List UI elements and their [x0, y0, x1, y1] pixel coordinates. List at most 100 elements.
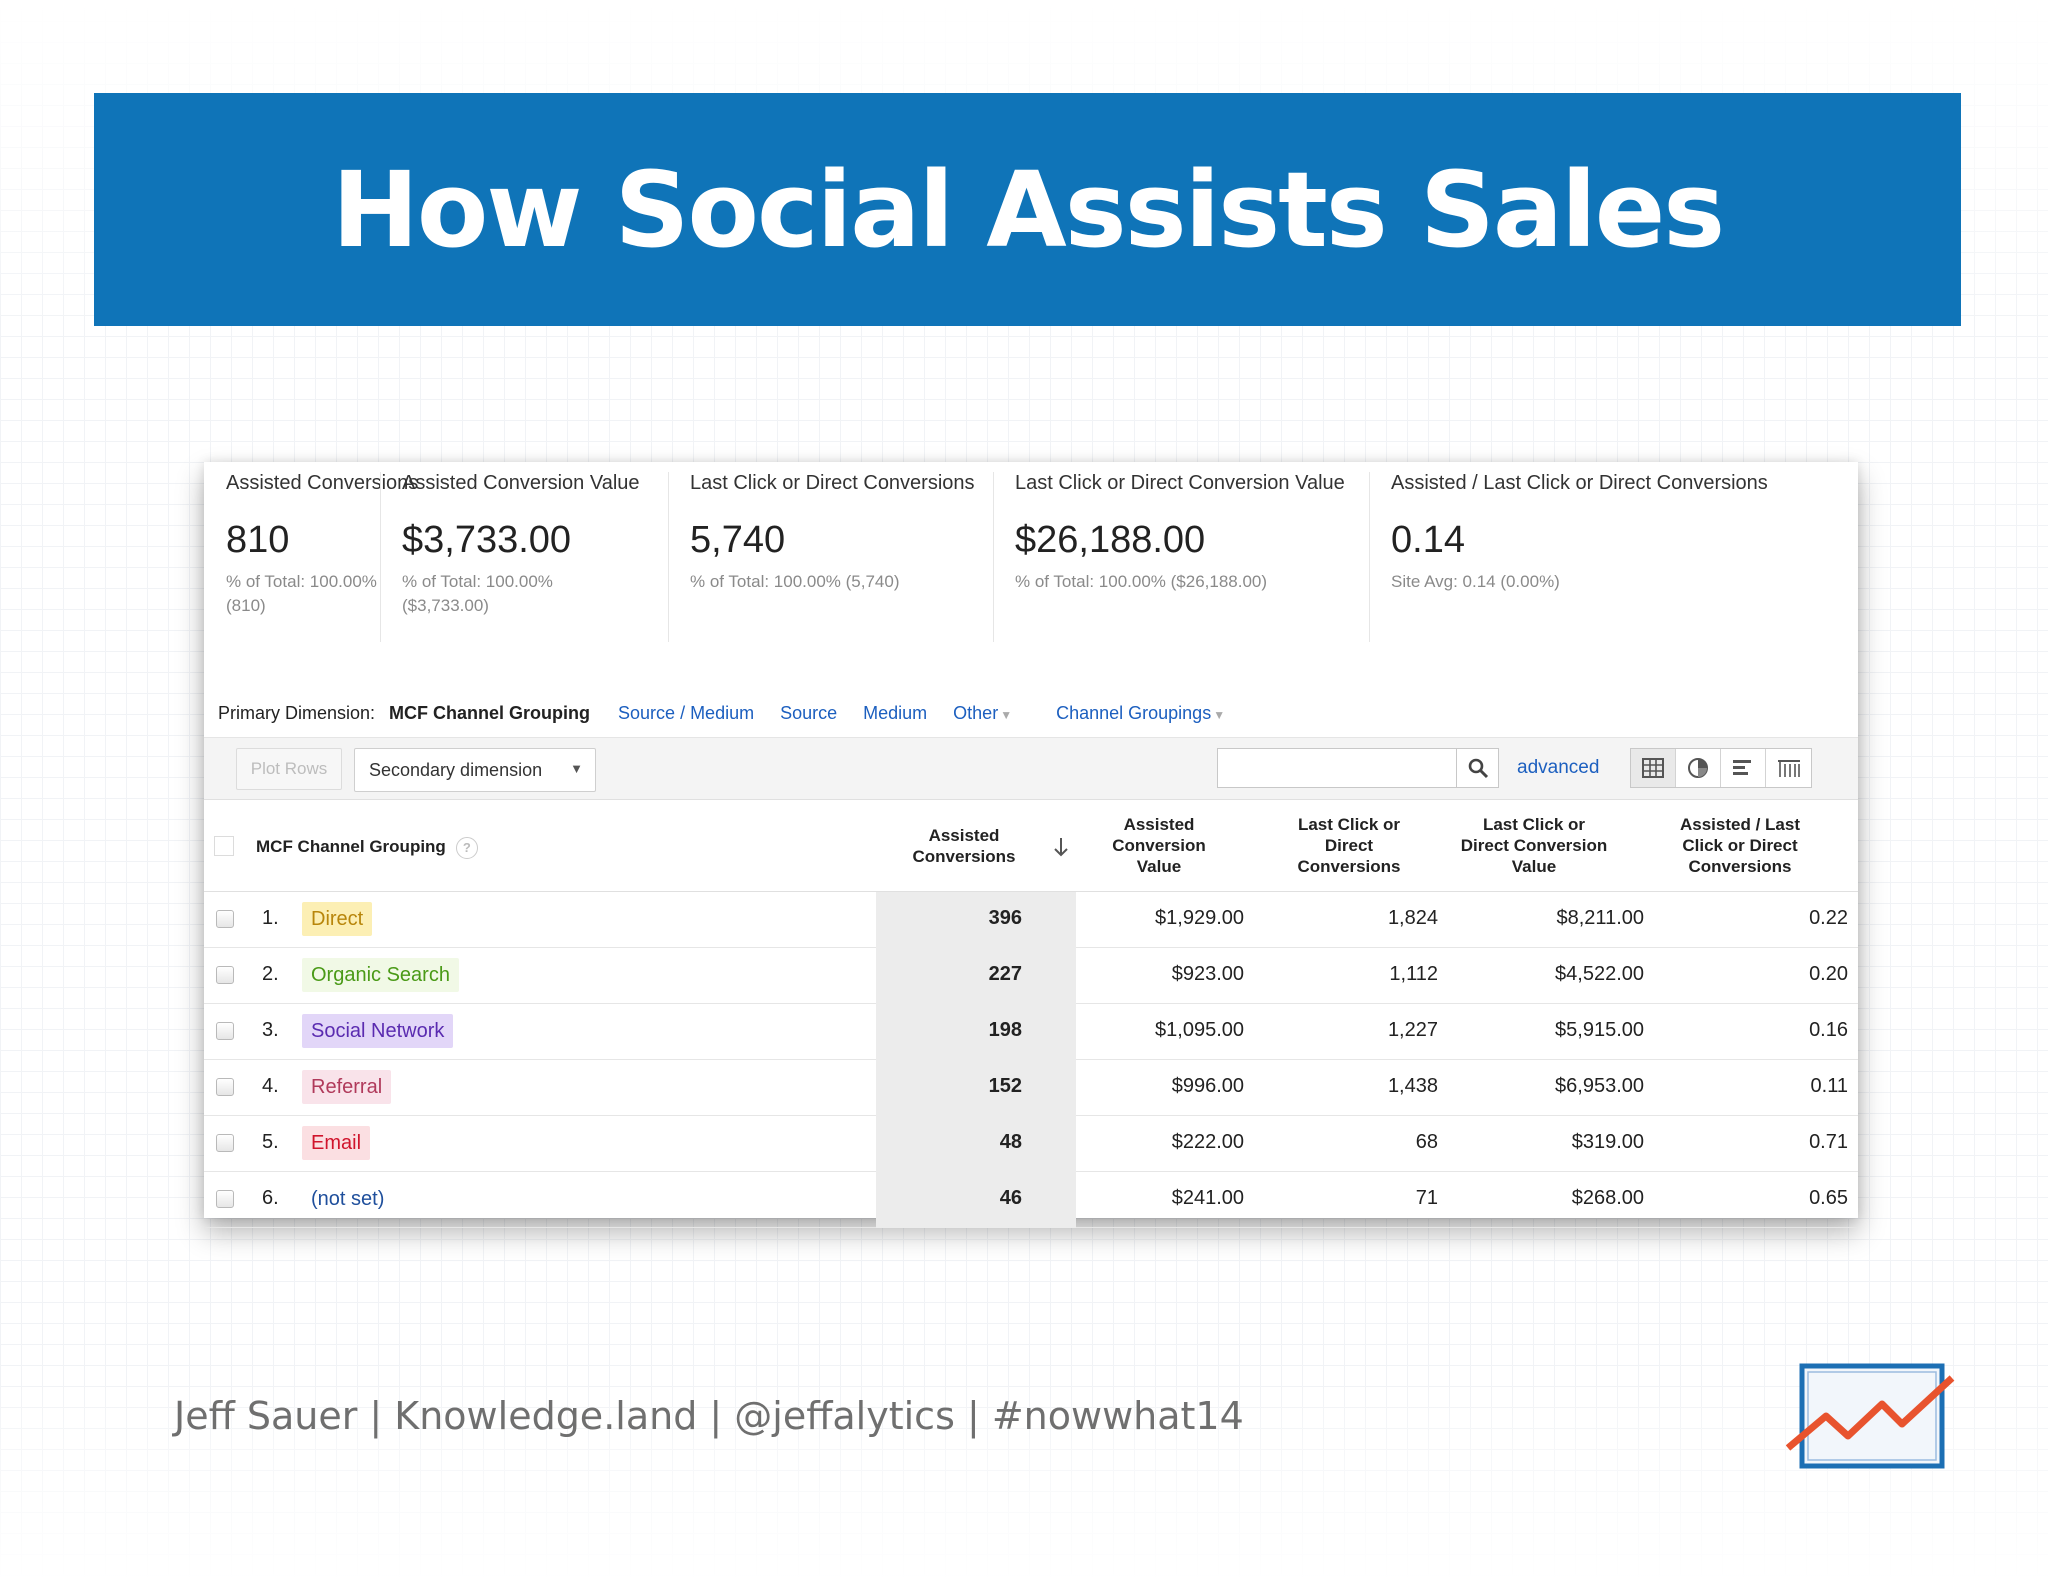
sorted-column-highlight [876, 1172, 1076, 1228]
scorecard-subtext: % of Total: 100.00% (810) [226, 572, 377, 615]
table-row[interactable]: 2. Organic Search 227 $923.00 1,112 $4,522.00… [204, 948, 1858, 1004]
col-header-last-click-conversion-value[interactable]: Last Click or Direct Conversion Value [1444, 814, 1624, 877]
scorecard-last-click-conversion-value[interactable]: Last Click or Direct Conversion Value $2… [993, 462, 1369, 650]
secondary-dimension-label: Secondary dimension [369, 759, 543, 780]
pie-view-icon [1688, 758, 1708, 778]
cell-assisted-conversion-value: $241.00 [1171, 1187, 1244, 1209]
scorecard: Assisted Conversions 810 % of Total: 100… [204, 462, 1858, 650]
cell-assisted-ratio: 0.20 [1809, 963, 1848, 985]
scorecard-last-click-conversions[interactable]: Last Click or Direct Conversions 5,740 %… [668, 462, 993, 650]
view-toggle-group [1630, 748, 1812, 788]
cell-last-click-conversions: 68 [1415, 1131, 1438, 1153]
col-header-assisted-conversion-value[interactable]: Assisted Conversion Value [1084, 814, 1234, 877]
channel-link[interactable]: Organic Search [302, 958, 459, 992]
sorted-column-highlight [876, 1004, 1076, 1060]
cell-last-click-conversion-value: $6,953.00 [1555, 1075, 1644, 1097]
cell-last-click-conversion-value: $319.00 [1571, 1131, 1644, 1153]
sorted-column-highlight [876, 1060, 1076, 1116]
secondary-dimension-dropdown[interactable]: Secondary dimension ▼ [354, 748, 596, 792]
col-header-line: Assisted / Last [1680, 815, 1800, 834]
col-header-channel-label: MCF Channel Grouping [256, 837, 446, 856]
cell-assisted-conversions: 152 [988, 1075, 1022, 1097]
cell-assisted-ratio: 0.65 [1809, 1187, 1848, 1209]
cell-last-click-conversions: 1,438 [1387, 1075, 1438, 1097]
cell-last-click-conversions: 1,227 [1387, 1019, 1438, 1041]
advanced-filter-link[interactable]: advanced [1517, 757, 1600, 778]
cell-assisted-ratio: 0.22 [1809, 907, 1848, 929]
col-header-assisted-conversions[interactable]: Assisted Conversions [894, 825, 1034, 867]
plot-rows-button[interactable]: Plot Rows [236, 748, 342, 790]
table-row[interactable]: 4. Referral 152 $996.00 1,438 $6,953.00 0.11 [204, 1060, 1858, 1116]
col-header-line: Last Click or [1297, 815, 1401, 834]
scorecard-value: $3,733.00 [402, 519, 572, 561]
scorecard-assisted-conversion-value[interactable]: Assisted Conversion Value $3,733.00 % of… [380, 462, 668, 650]
chart-logo-icon [1786, 1363, 1955, 1469]
channel-link[interactable]: Social Network [302, 1014, 454, 1048]
table-row[interactable]: 6. (not set) 46 $241.00 71 $268.00 0.65 [204, 1172, 1858, 1228]
channel-groupings-menu[interactable]: Channel Groupings ▼ [1056, 703, 1225, 724]
sorted-column-highlight [876, 1116, 1076, 1172]
pie-view-button[interactable] [1676, 749, 1721, 787]
col-header-line: Last Click or [1482, 815, 1586, 834]
table-filter-input[interactable] [1217, 748, 1457, 788]
row-checkbox[interactable] [216, 910, 234, 928]
row-checkbox[interactable] [216, 966, 234, 984]
table-view-icon [1642, 758, 1664, 778]
table-header: MCF Channel Grouping? Assisted Conversio… [204, 800, 1858, 892]
col-header-line: Conversion [1112, 836, 1206, 855]
channel-link[interactable]: Direct [302, 902, 373, 936]
cell-last-click-conversions: 1,824 [1387, 907, 1438, 929]
row-checkbox[interactable] [216, 1078, 234, 1096]
col-header-channel[interactable]: MCF Channel Grouping? [256, 836, 478, 859]
channel-link[interactable]: Email [302, 1126, 371, 1160]
row-checkbox[interactable] [216, 1190, 234, 1208]
slide-footer: Jeff Sauer | Knowledge.land | @jeffalyti… [174, 1394, 1244, 1438]
bar-view-button[interactable] [1721, 749, 1766, 787]
row-number: 4. [262, 1075, 279, 1097]
scorecard-assisted-conversions[interactable]: Assisted Conversions 810 % of Total: 100… [204, 462, 418, 650]
dimension-link-other[interactable]: Other ▼ [953, 703, 1012, 724]
cell-assisted-ratio: 0.71 [1809, 1131, 1848, 1153]
dimension-link-source[interactable]: Source [780, 703, 838, 723]
channel-link[interactable]: (not set) [311, 1188, 385, 1210]
cell-last-click-conversions: 71 [1415, 1187, 1438, 1209]
col-header-line: Assisted [1123, 815, 1195, 834]
col-header-last-click-conversions[interactable]: Last Click or Direct Conversions [1264, 814, 1434, 877]
sort-down-arrow-icon[interactable] [1052, 836, 1070, 858]
pivot-view-button[interactable] [1766, 749, 1811, 787]
select-all-checkbox[interactable] [214, 836, 234, 856]
caret-down-icon: ▼ [570, 761, 583, 776]
col-header-line: Click or Direct [1682, 836, 1798, 855]
dimension-link-medium[interactable]: Medium [863, 703, 928, 723]
scorecard-assisted-ratio[interactable]: Assisted / Last Click or Direct Conversi… [1369, 462, 1858, 650]
cell-last-click-conversions: 1,112 [1389, 963, 1438, 985]
cell-assisted-conversion-value: $923.00 [1171, 963, 1244, 985]
scorecard-subtext: % of Total: 100.00% ($26,188.00) [1015, 572, 1268, 591]
col-header-assisted-ratio[interactable]: Assisted / Last Click or Direct Conversi… [1640, 814, 1840, 877]
cell-assisted-conversions: 46 [999, 1187, 1022, 1209]
cell-assisted-conversions: 198 [988, 1019, 1022, 1041]
table-row[interactable]: 3. Social Network 198 $1,095.00 1,227 $5,915.… [204, 1004, 1858, 1060]
cell-assisted-conversion-value: $1,929.00 [1155, 907, 1244, 929]
table-view-button[interactable] [1631, 749, 1676, 787]
cell-last-click-conversion-value: $4,522.00 [1555, 963, 1644, 985]
bar-view-icon [1733, 760, 1751, 775]
col-header-line: Conversions [1297, 857, 1401, 876]
search-button[interactable] [1457, 748, 1499, 788]
report-toolbar: Plot Rows Secondary dimension ▼ advanced [204, 738, 1858, 800]
table-row[interactable]: 5. Email 48 $222.00 68 $319.00 0.71 [204, 1116, 1858, 1172]
col-header-line: Conversions [1688, 857, 1792, 876]
col-header-line: Assisted [928, 826, 1000, 845]
row-checkbox[interactable] [216, 1134, 234, 1152]
help-icon[interactable]: ? [455, 836, 478, 859]
channel-link[interactable]: Referral [302, 1070, 392, 1104]
scorecard-label: Last Click or Direct Conversions [690, 472, 975, 494]
scorecard-value: 810 [226, 519, 290, 561]
sorted-column-highlight [876, 892, 1076, 948]
cell-assisted-conversions: 227 [988, 963, 1022, 985]
row-checkbox[interactable] [216, 1022, 234, 1040]
dimension-link-source-medium[interactable]: Source / Medium [618, 703, 755, 723]
table-row[interactable]: 1. Direct 396 $1,929.00 1,824 $8,211.00 0.22 [204, 892, 1858, 948]
scorecard-subtext: % of Total: 100.00% (5,740) [690, 572, 900, 591]
cell-assisted-conversion-value: $222.00 [1171, 1131, 1244, 1153]
